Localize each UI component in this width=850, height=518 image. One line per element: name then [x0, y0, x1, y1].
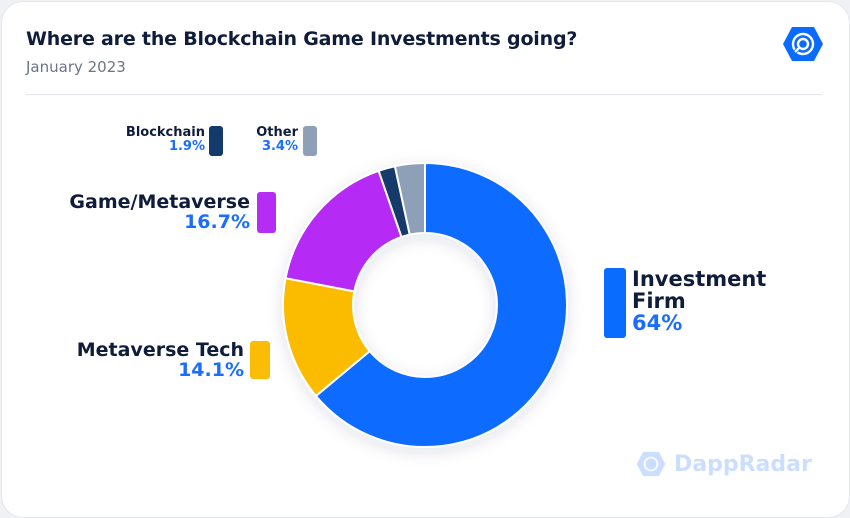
label-name: Investment Firm [632, 267, 767, 314]
swatch-investment-firm [604, 268, 626, 338]
label-value: 16.7% [184, 210, 250, 233]
label-name: Game/Metaverse [69, 191, 250, 213]
dappradar-watermark-icon [636, 451, 666, 477]
swatch-metaverse-tech [250, 341, 270, 379]
watermark: DappRadar [636, 450, 812, 478]
swatch-blockchain [209, 126, 223, 156]
slice-other [393, 161, 426, 236]
label-value: 3.4% [261, 138, 298, 154]
label-value: 14.1% [178, 358, 244, 381]
label-metaverse-tech: Metaverse Tech 14.1% [60, 339, 244, 381]
label-blockchain: Blockchain 1.9% [100, 126, 205, 153]
label-other: Other 3.4% [230, 126, 298, 153]
dappradar-logo-icon [783, 27, 823, 61]
divider [26, 94, 822, 95]
chart-subtitle: January 2023 [26, 58, 126, 76]
swatch-other [303, 126, 317, 156]
label-value: 1.9% [168, 138, 205, 154]
label-name: Metaverse Tech [76, 339, 244, 361]
label-game-metaverse: Game/Metaverse 16.7% [40, 191, 250, 233]
label-value: 64% [632, 311, 683, 336]
watermark-text: DappRadar [674, 451, 812, 477]
label-investment-firm: Investment Firm 64% [600, 268, 772, 334]
slice-investment-firm [314, 161, 568, 448]
label-name: Other [256, 125, 298, 140]
swatch-game-metaverse [257, 192, 276, 233]
chart-title: Where are the Blockchain Game Investment… [26, 28, 578, 50]
label-name: Blockchain [125, 125, 205, 140]
